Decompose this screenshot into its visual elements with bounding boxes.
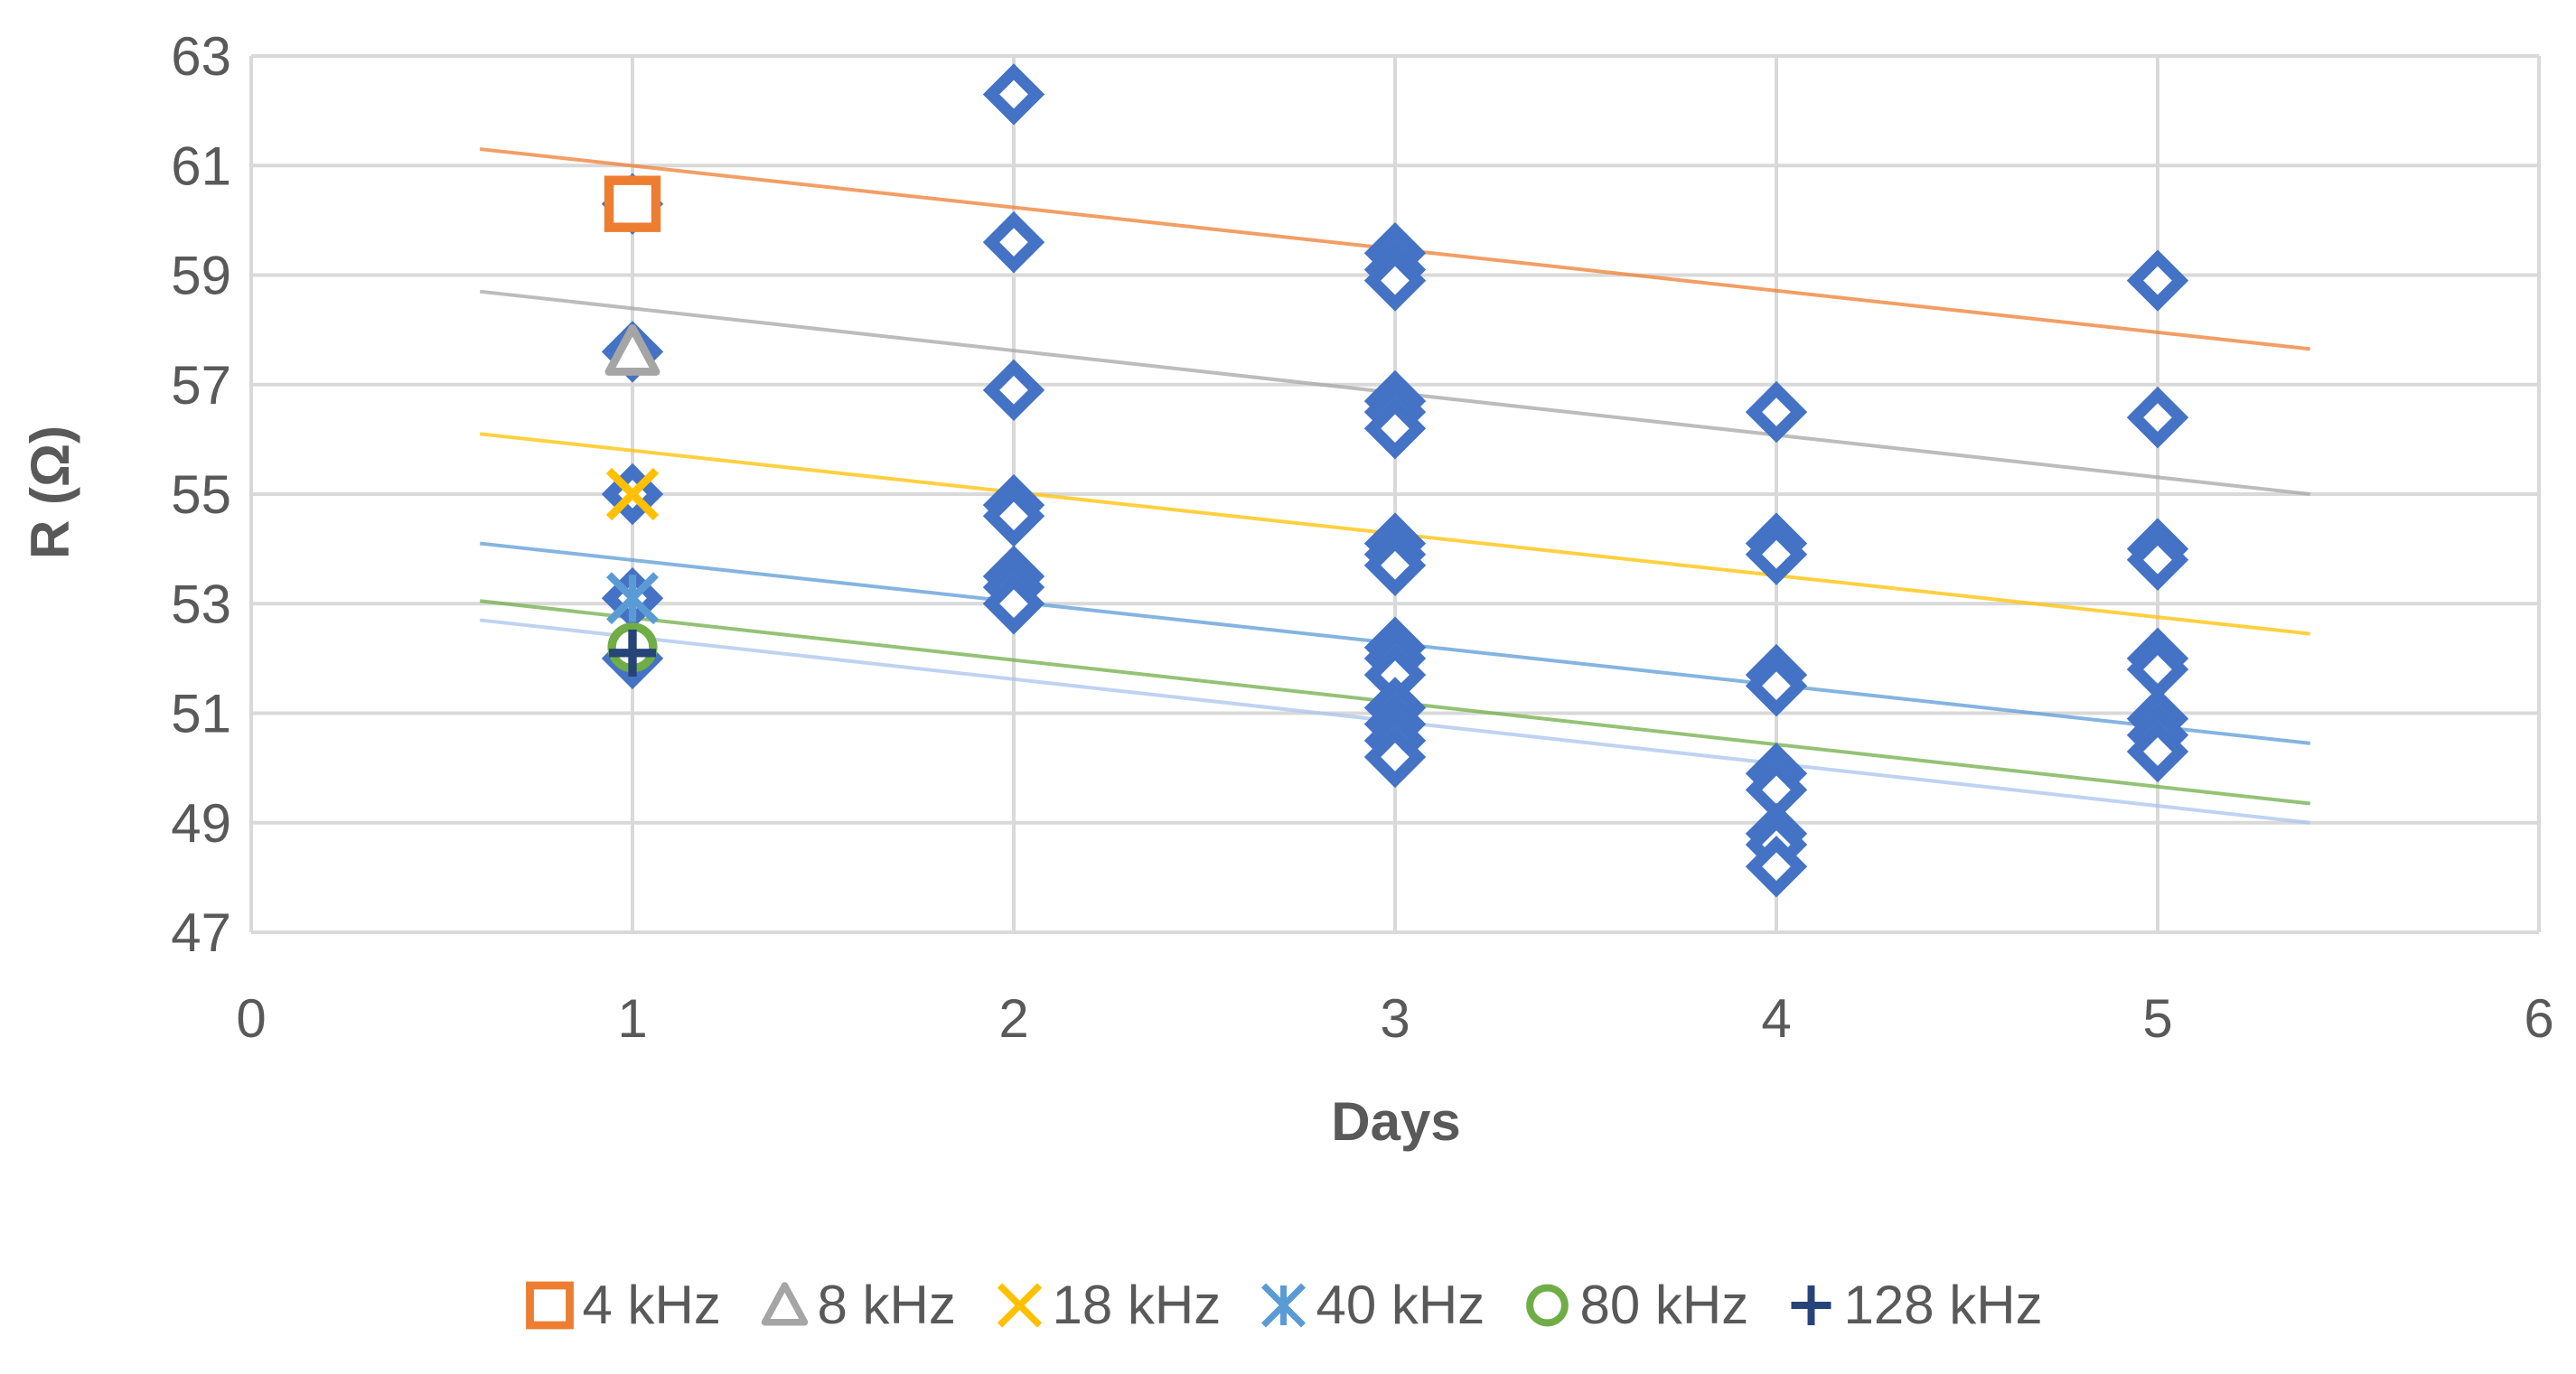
- x-tick-label: 6: [2524, 988, 2553, 1049]
- legend-marker-plus: [1791, 1285, 1831, 1325]
- x-axis-tick-labels: 0 1 2 3 4 5 6: [236, 988, 2553, 1049]
- series-marker-star: [606, 572, 659, 625]
- legend-label: 8 kHz: [818, 1275, 956, 1335]
- legend-marker-square: [526, 1281, 574, 1330]
- y-tick-label: 57: [171, 355, 231, 416]
- x-tick-label: 5: [2142, 988, 2172, 1049]
- legend-item: 40 kHz: [1261, 1275, 1485, 1335]
- y-tick-label: 47: [171, 902, 231, 963]
- series-marker-plus: [609, 629, 656, 677]
- diamond-marker: [982, 573, 1045, 635]
- diamond-marker: [1363, 249, 1427, 312]
- diamond-marker: [2126, 386, 2189, 449]
- diamond-marker: [1363, 725, 1427, 789]
- diamond-marker: [982, 485, 1045, 547]
- series-markers: [604, 175, 661, 677]
- legend-label: 18 kHz: [1053, 1275, 1222, 1335]
- legend-label: 4 kHz: [583, 1275, 721, 1335]
- x-axis-title: Days: [1331, 1091, 1460, 1152]
- legend-marker-x: [997, 1283, 1043, 1328]
- diamond-marker: [2126, 249, 2189, 312]
- y-tick-label: 49: [171, 793, 231, 854]
- legend-item: 4 kHz: [526, 1275, 721, 1335]
- y-axis-tick-labels: 47 49 51 53 55 57 59 61 63: [171, 26, 231, 963]
- x-tick-label: 3: [1380, 988, 1410, 1049]
- legend-label: 40 kHz: [1316, 1275, 1485, 1335]
- legend-item: 8 kHz: [761, 1275, 956, 1335]
- legend-label: 80 kHz: [1580, 1275, 1749, 1335]
- diamond-marker: [1745, 523, 1808, 585]
- x-tick-label: 1: [617, 988, 647, 1049]
- x-tick-label: 4: [1761, 988, 1791, 1049]
- y-tick-label: 61: [171, 136, 231, 196]
- legend-item: 128 kHz: [1791, 1275, 2043, 1335]
- diamond-marker: [982, 210, 1045, 274]
- legend-marker-star: [1261, 1283, 1306, 1328]
- diamond-marker: [2126, 720, 2189, 783]
- y-tick-label: 53: [171, 574, 231, 634]
- diamond-marker: [982, 63, 1045, 126]
- legend-item: 18 kHz: [997, 1275, 1222, 1335]
- legend-label: 128 kHz: [1844, 1275, 2043, 1335]
- x-tick-label: 2: [998, 988, 1028, 1049]
- y-tick-label: 55: [171, 464, 231, 525]
- diamond-marker: [1745, 380, 1808, 444]
- diamond-marker: [1363, 397, 1427, 460]
- series-marker-x: [605, 467, 660, 521]
- x-tick-label: 0: [236, 988, 266, 1049]
- series-marker-square: [604, 175, 661, 232]
- diamond-marker: [982, 359, 1045, 422]
- legend: 4 kHz 8 kHz 18 kHz 40 kHz 80 kHz 128 kHz: [526, 1275, 2043, 1335]
- diamond-marker: [1745, 654, 1808, 717]
- y-tick-label: 51: [171, 684, 231, 744]
- y-tick-label: 63: [171, 26, 231, 87]
- legend-marker-triangle: [761, 1282, 809, 1326]
- y-tick-label: 59: [171, 246, 231, 306]
- legend-item: 80 kHz: [1526, 1275, 1749, 1335]
- y-axis-title: R (Ω): [20, 425, 80, 559]
- diamond-marker: [2126, 528, 2189, 591]
- diamond-marker: [1363, 534, 1427, 597]
- legend-marker-circle: [1526, 1284, 1569, 1327]
- series-marker-triangle: [604, 323, 660, 376]
- grid-lines: [249, 54, 2541, 934]
- diamond-marker: [1745, 836, 1808, 898]
